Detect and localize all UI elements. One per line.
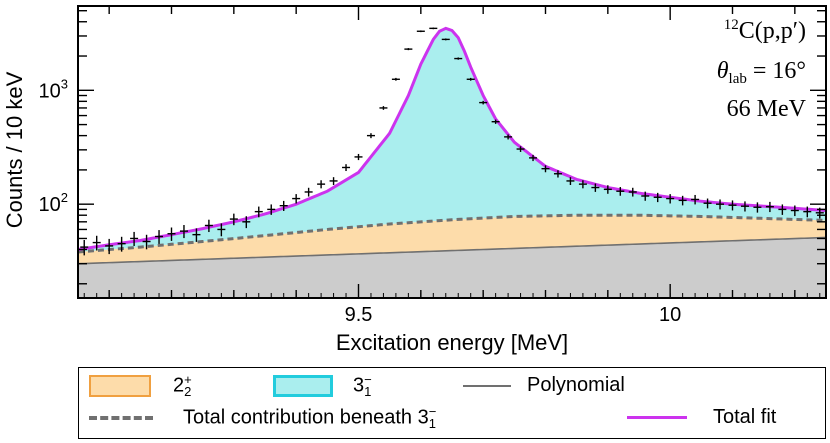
data-point [155,230,164,244]
data-point [479,100,488,105]
data-point [354,153,363,161]
data-point [666,194,675,204]
plot-area [77,26,827,298]
data-point [728,200,737,211]
legend-item-polynomial: Polynomial [463,374,625,397]
legend-label-total-contribution: Total contribution beneath 3−1 [183,404,437,431]
data-point [179,225,188,239]
data-point [292,194,301,204]
annotation-reaction: 12C(p,p′) [724,17,806,44]
data-point [192,228,201,242]
legend-swatch-3minus [273,375,333,397]
series-line-polynomial [77,236,827,265]
data-point [416,30,425,33]
data-point [603,185,612,194]
data-point [753,202,762,213]
data-point [391,77,400,81]
data-point [466,77,475,81]
annotation-angle: θlab = 16° [717,58,806,87]
data-point [404,48,413,51]
legend-item-2plus: 2 +2 [89,372,192,399]
data-point [80,239,89,256]
data-point [678,195,687,206]
x-axis-label: Excitation energy [MeV] [336,330,568,355]
data-point [691,194,700,205]
legend-line-total-contribution [89,416,153,420]
data-point [204,219,213,233]
legend-label-2plus: 2 +2 [173,372,192,399]
data-point [504,134,513,140]
data-point [317,180,326,189]
data-point [429,27,438,30]
data-point [92,235,101,251]
data-point [566,177,575,186]
legend-line-polynomial [463,384,511,387]
data-point [454,57,463,60]
y-tick-label: 102 [39,190,68,216]
legend: 2 +2 3−1 Polynomial Total contribution be… [78,367,826,439]
data-point [441,38,450,41]
legend-label-polynomial: Polynomial [527,374,625,396]
axes: 9.5 10 102 103 [39,5,827,326]
data-point [578,180,587,189]
legend-item-total-contribution: Total contribution beneath 3−1 [89,404,437,431]
data-point [516,146,525,152]
data-point [803,206,812,218]
x-tick-label: 9.5 [345,304,373,326]
data-point [616,187,625,196]
data-point [628,187,637,197]
data-point [329,177,338,186]
fill-region-3minus [78,28,826,253]
data-point [130,231,139,246]
data-point [142,234,151,250]
data-point [765,201,774,213]
plot-frame [77,5,827,299]
data-point [790,205,799,217]
legend-label-total-fit: Total fit [713,406,777,428]
legend-swatch-2plus [89,375,151,397]
x-tick-label: 10 [659,304,681,326]
data-point [703,198,712,209]
data-point [778,204,787,215]
annotation-energy: 66 MeV [727,96,807,122]
data-point [105,238,114,255]
data-point [553,170,562,178]
data-point [641,191,650,201]
legend-label-3minus: 3−1 [353,372,372,399]
data-point [529,154,538,162]
series-line-total-fit [77,26,827,251]
data-point [740,201,749,212]
data-point [304,187,313,197]
legend-line-total-fit [627,416,687,419]
data-point [342,164,351,172]
legend-item-total-fit: Total fit [627,406,776,429]
data-point [379,106,388,110]
series-line-total-contribution [77,213,827,254]
data-point [217,223,226,237]
data-point [267,204,276,215]
fill-region-2plus [78,215,826,264]
data-point [366,133,375,139]
y-axis-label: Counts / 10 keV [2,71,27,228]
data-point [279,200,288,211]
data-point [591,183,600,192]
data-point [541,165,550,173]
data-point [167,227,176,241]
y-tick-label: 103 [39,76,68,102]
data-point [242,216,251,229]
data-point [229,213,238,226]
annotation: 12C(p,p′) θlab = 16° 66 MeV [717,17,807,122]
data-point [254,206,263,218]
data-point [117,236,126,252]
data-point [716,199,725,210]
data-point [491,119,500,124]
data-point [653,192,662,203]
fill-region-polynomial-background [78,237,826,298]
legend-item-3minus: 3−1 [273,372,372,399]
